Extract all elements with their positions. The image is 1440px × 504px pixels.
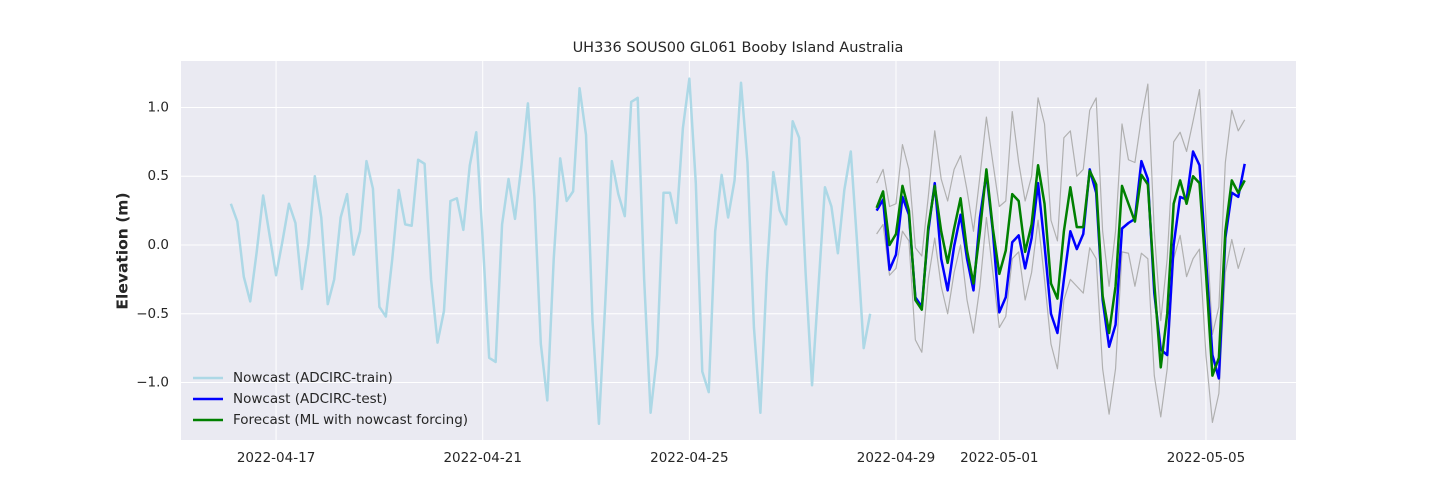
y-axis-label: Elevation (m) (114, 192, 132, 309)
y-tick-label: −0.5 (136, 306, 169, 322)
y-tick-label: 1.0 (148, 99, 169, 115)
chart-title: UH336 SOUS00 GL061 Booby Island Australi… (573, 40, 904, 56)
y-tick-label: −1.0 (136, 375, 169, 391)
x-tick-label: 2022-04-29 (857, 450, 935, 466)
series-line (876, 216, 1246, 423)
x-tick-label: 2022-04-21 (443, 450, 521, 466)
x-tick-label: 2022-05-05 (1167, 450, 1245, 466)
series-line (875, 163, 1246, 377)
y-tick-label: 0.0 (148, 237, 169, 253)
legend: Nowcast (ADCIRC-train) Nowcast (ADCIRC-te… (193, 370, 468, 428)
legend-label: Forecast (ML with nowcast forcing) (233, 412, 468, 428)
lines (229, 77, 1246, 426)
series-line (876, 83, 1246, 335)
y-tick-label: 0.5 (148, 168, 169, 184)
x-tick-label: 2022-04-17 (237, 450, 315, 466)
series-line (229, 77, 872, 426)
legend-label: Nowcast (ADCIRC-test) (233, 391, 387, 407)
series-line (875, 150, 1246, 380)
legend-label: Nowcast (ADCIRC-train) (233, 370, 393, 386)
x-tick-label: 2022-04-25 (650, 450, 728, 466)
x-tick-label: 2022-05-01 (960, 450, 1038, 466)
